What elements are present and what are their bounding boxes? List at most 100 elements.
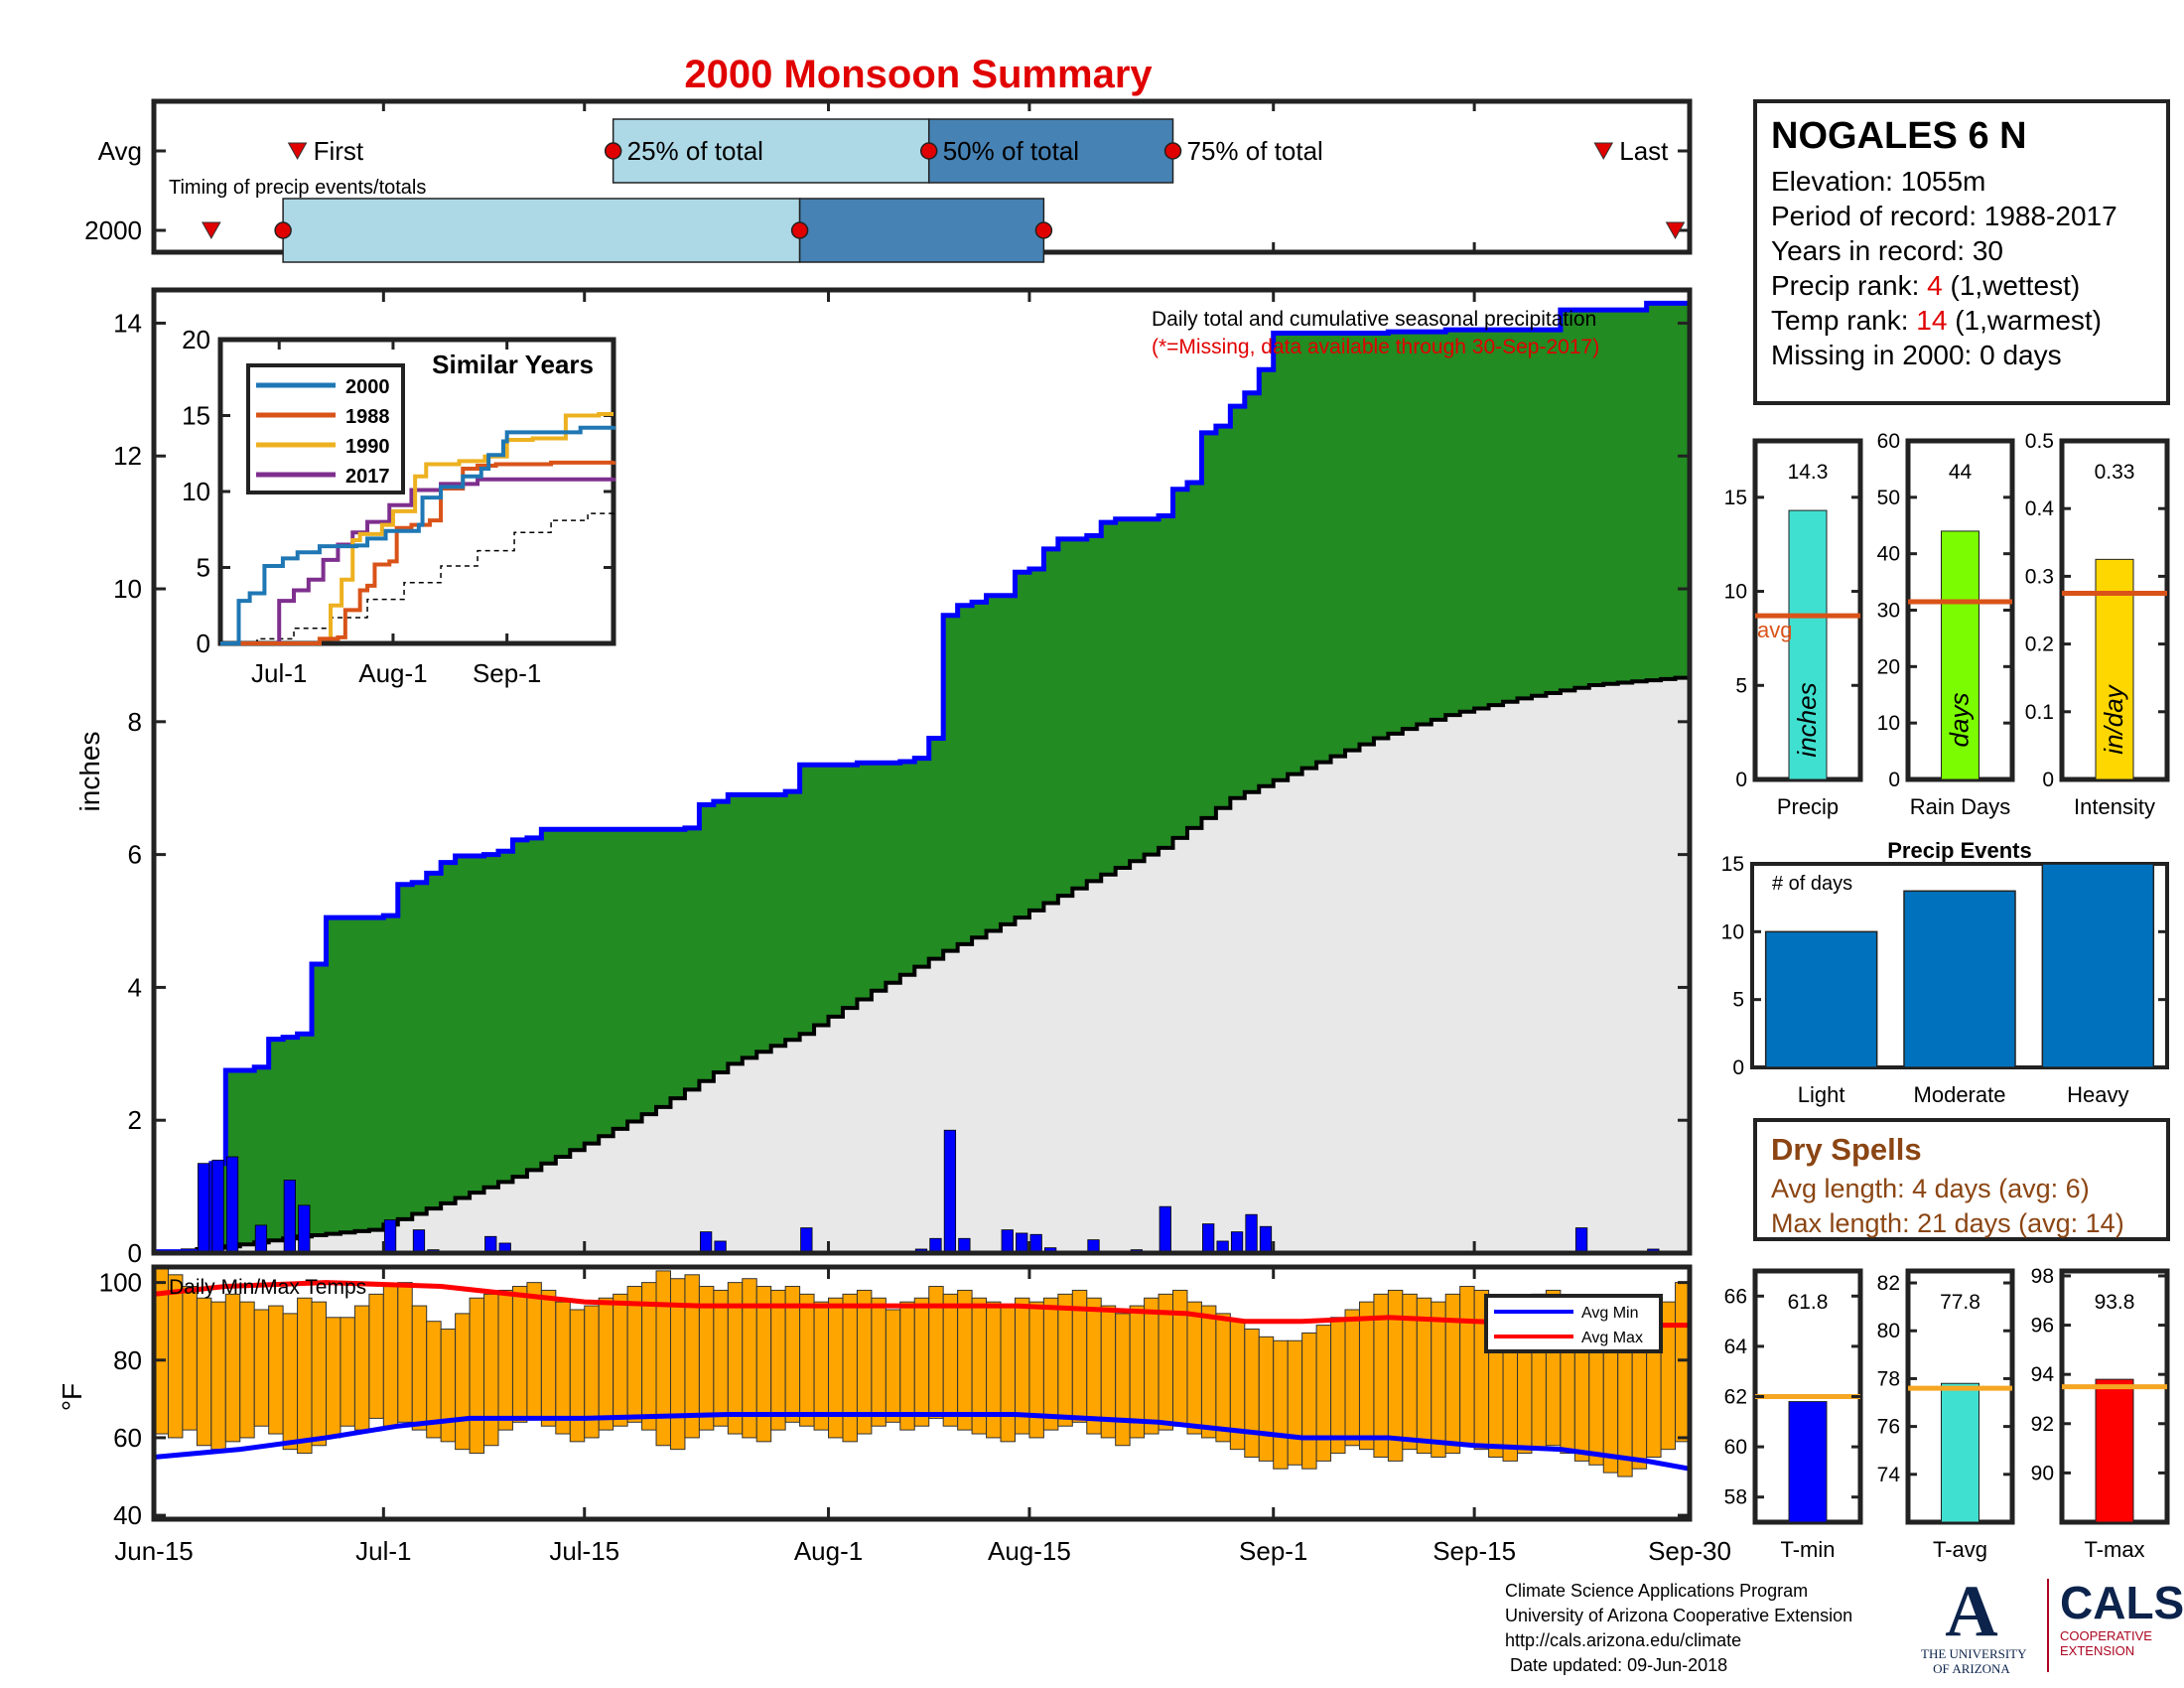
daily-temp-range-bar [253, 1309, 270, 1427]
timing-row-label: Avg [98, 136, 142, 166]
daily-temp-range-bar [1215, 1313, 1231, 1443]
timing-label: 25% of total [627, 136, 763, 166]
daily-temp-range-bar [799, 1293, 815, 1427]
daily-precip-bar [225, 1156, 239, 1254]
station-period: Period of record: 1988-2017 [1771, 201, 2117, 231]
temp-summary-value-label: 77.8 [1940, 1291, 1980, 1314]
footer-line: http://cals.arizona.edu/climate [1505, 1630, 1742, 1650]
daily-temp-range-bar [483, 1293, 499, 1447]
temp-rank: Temp rank: 14 (1,warmest) [1771, 303, 2166, 338]
similar-ytick-label: 15 [182, 401, 210, 431]
timing-label: First [314, 136, 364, 166]
daily-temp-range-bar [1129, 1305, 1146, 1439]
temps-ytick-label: 60 [113, 1423, 142, 1453]
precip-summary-bar [1788, 509, 1828, 780]
daily-temp-range-bar [885, 1309, 901, 1423]
daily-temp-range-bar [210, 1301, 226, 1451]
daily-temp-range-bar [1200, 1305, 1217, 1439]
temp-summary-category-label: T-max [2084, 1537, 2144, 1562]
precip-rank-label: Precip rank: [1771, 270, 1928, 301]
events-ytick-label: 0 [1732, 1056, 1744, 1079]
events-bar [1903, 890, 2016, 1068]
daily-temp-range-bar [957, 1289, 973, 1431]
daily-temp-range-bar [569, 1309, 586, 1443]
events-ylabel: # of days [1772, 873, 1852, 895]
station-name: NOGALES 6 N [1771, 115, 2027, 157]
daily-temp-range-bar [1000, 1305, 1016, 1443]
daily-precip-bar [484, 1235, 497, 1254]
precip-summary-bar [1941, 530, 1979, 780]
temps-xtick-label: Aug-1 [794, 1536, 863, 1566]
avg-max-line [153, 1280, 1690, 1329]
daily-temp-range-bar [1459, 1286, 1475, 1447]
temp-summary-ytick-label: 82 [1877, 1272, 1900, 1295]
station-elevation: Elevation: 1055m [1771, 166, 1986, 197]
daily-temp-range-bar [1042, 1297, 1059, 1431]
daily-temp-range-bar [813, 1301, 830, 1431]
precip-ytick-label: 14 [113, 308, 142, 338]
daily-temp-range-bar [297, 1297, 313, 1455]
temp-summary-ytick-label: 60 [1724, 1436, 1747, 1459]
daily-temp-range-bar [511, 1286, 528, 1423]
precip-ytick-label: 12 [113, 441, 142, 471]
temp-summary-ytick-label: 58 [1724, 1486, 1747, 1509]
daily-temp-range-bar [167, 1274, 184, 1439]
footer-line: Climate Science Applications Program [1505, 1581, 1809, 1601]
temp-summary-bar [1941, 1382, 1979, 1523]
similar-ytick-label: 5 [197, 553, 210, 583]
precip-summary-bar [2095, 558, 2134, 780]
similar-xtick-label: Aug-1 [358, 658, 427, 688]
precip-rank-note: (1,wettest) [1942, 270, 2081, 301]
daily-temp-range-bar [613, 1293, 628, 1427]
station-info-box: NOGALES 6 N Elevation: 1055m Period of r… [1753, 99, 2170, 405]
daily-temp-range-bar [1057, 1293, 1073, 1427]
precip-summary-ytick-label: 0.1 [2025, 701, 2054, 724]
daily-temp-range-bar [1344, 1309, 1360, 1447]
events-title: Precip Events [1887, 838, 2032, 863]
temp-summary-bar [1788, 1401, 1828, 1523]
timing-box-lower [282, 198, 801, 263]
temp-summary-ytick-label: 74 [1877, 1464, 1901, 1486]
daily-temp-range-bar [555, 1301, 571, 1435]
temp-summary-bars: 58 60 62 64 66 61.8 T-min 74 76 78 80 82 77.8 T-avg 90… [1724, 1265, 2170, 1562]
temps-panel: 40 60 80 100 Jun-15 Jul-1 Jul-15 Aug-1 Aug-15 Sep… [57, 1264, 1731, 1566]
precip-summary-category-label: Precip [1777, 794, 1839, 819]
temps-xtick-label: Sep-15 [1433, 1536, 1516, 1566]
temps-panel-title: Daily Min/Max Temps [169, 1276, 366, 1299]
precip-panel-note: (*=Missing, data available through 30-Se… [1152, 336, 1599, 358]
precip-summary-ytick-label: 20 [1877, 655, 1900, 678]
temp-summary-value-label: 61.8 [1788, 1291, 1829, 1314]
temps-ytick-label: 100 [99, 1268, 142, 1298]
temp-summary-ytick-label: 94 [2031, 1363, 2055, 1386]
daily-temp-range-bar [325, 1317, 341, 1439]
daily-temp-range-bar [1258, 1336, 1275, 1462]
precip-ytick-label: 0 [128, 1238, 142, 1268]
daily-temp-range-bar [382, 1286, 399, 1427]
precip-ytick-label: 2 [128, 1105, 142, 1135]
precip-summary-ytick-label: 15 [1724, 487, 1747, 509]
precip-ylabel: inches [74, 732, 105, 812]
cals-logo-subtext: COOPERATIVE [2060, 1628, 2152, 1643]
timing-label: 75% of total [1187, 136, 1323, 166]
precip-summary-category-label: Intensity [2074, 794, 2155, 819]
logo-divider [2047, 1579, 2049, 1672]
events-ytick-label: 5 [1732, 989, 1744, 1012]
similar-legend-label: 1988 [345, 406, 390, 428]
daily-temp-range-bar [526, 1282, 542, 1419]
daily-temp-range-bar [1330, 1317, 1346, 1455]
similar-average-line [220, 510, 614, 644]
daily-temp-range-bar [368, 1293, 384, 1419]
footer-credits: Climate Science Applications Program Uni… [1505, 1579, 1852, 1678]
temp-summary-category-label: T-avg [1933, 1537, 1987, 1562]
temps-legend-label: Avg Max [1581, 1330, 1643, 1346]
temps-xtick-label: Jun-15 [114, 1536, 194, 1566]
daily-temp-range-bar [1086, 1297, 1102, 1435]
avg-min-line [153, 1411, 1691, 1472]
temp-summary-ytick-label: 90 [2031, 1462, 2054, 1484]
daily-precip-bar [1230, 1231, 1244, 1254]
daily-temp-range-bar [598, 1297, 614, 1431]
similar-legend-label: 1990 [345, 436, 390, 458]
similar-series-line [220, 411, 614, 645]
precip-ytick-label: 4 [128, 972, 142, 1002]
precip-panel-title: Daily total and cumulative seasonal prec… [1152, 308, 1596, 331]
